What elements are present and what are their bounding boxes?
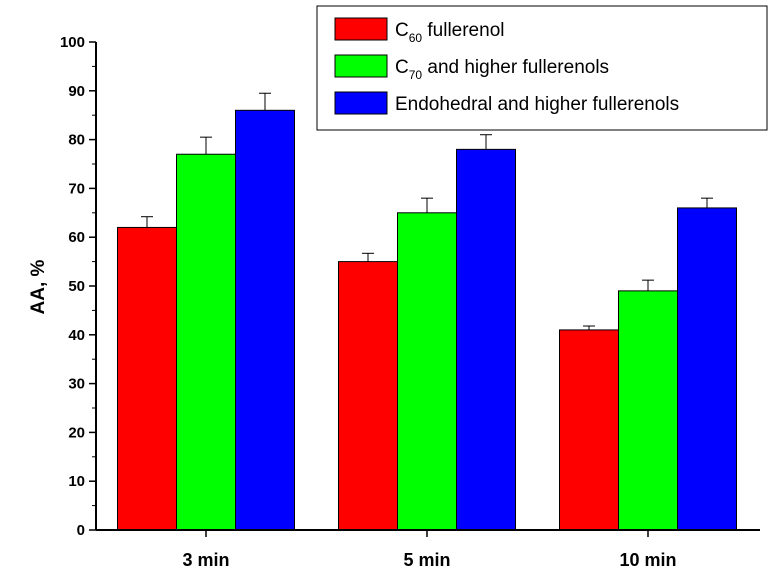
legend: C60 fullerenol C70 and higher fullerenols… [316, 5, 768, 131]
y-tick-label: 70 [68, 180, 85, 197]
bars-layer [117, 92, 737, 531]
y-tick-label: 30 [68, 376, 85, 393]
bar [397, 212, 457, 531]
y-tick-label: 50 [68, 278, 85, 295]
legend-label: C70 and higher fullerenols [395, 57, 609, 82]
bar [176, 153, 236, 531]
legend-swatch [334, 91, 388, 115]
legend-box [316, 5, 768, 131]
bar [618, 290, 678, 531]
x-category-label: 10 min [619, 550, 676, 570]
bar [117, 226, 177, 531]
bar [235, 109, 295, 531]
x-category-label: 3 min [182, 550, 229, 570]
y-tick-label: 20 [68, 424, 85, 441]
y-tick-label: 10 [68, 473, 85, 490]
y-tick-label: 40 [68, 327, 85, 344]
bar [456, 148, 516, 531]
legend-swatch [334, 54, 388, 78]
y-tick-label: 90 [68, 83, 85, 100]
legend-label: C60 fullerenol [395, 20, 504, 45]
legend-swatch [334, 17, 388, 41]
axes-layer: 0 10 20 30 40 50 60 70 80 90 100 3 min 5 min 10 min [60, 34, 760, 570]
bar [338, 261, 398, 531]
y-tick-label: 60 [68, 229, 85, 246]
bar [559, 329, 619, 531]
y-tick-label: 80 [68, 132, 85, 149]
y-axis-title: AA, % [28, 259, 49, 314]
bar [677, 207, 737, 531]
legend-label: Endohedral and higher fullerenols [395, 94, 679, 115]
y-tick-label: 0 [77, 522, 85, 539]
y-tick-label: 100 [60, 34, 85, 51]
x-category-label: 5 min [403, 550, 450, 570]
